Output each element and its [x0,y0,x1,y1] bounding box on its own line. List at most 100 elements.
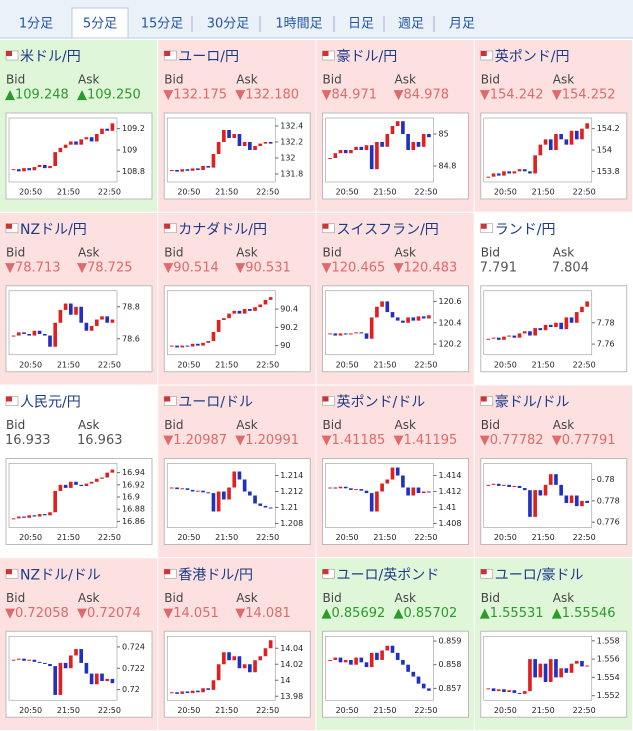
tab[interactable]: 15分足 [141,17,184,32]
pair-title[interactable]: 米ドル/円 [20,49,81,65]
candle [486,338,491,340]
candle [42,662,47,664]
ask-label: Ask [78,73,99,87]
candle [543,139,548,145]
candle [585,500,589,503]
pair-title[interactable]: 豪ドル/円 [337,49,398,65]
pair-title[interactable]: スイスフラン/円 [337,222,439,238]
candle [554,659,558,678]
candle [253,495,257,504]
pair-title[interactable]: ユーロ/ドル [178,395,253,411]
candle [105,128,110,131]
ask-value: ▼1.20991 [235,433,299,448]
y-tick-label: 16.88 [122,505,145,514]
pair-title[interactable]: NZドル/ドル [20,567,101,583]
y-tick-label: 0.78 [597,475,615,484]
candle [564,139,569,145]
x-tick-label: 22:50 [414,360,437,369]
candle [201,342,205,346]
x-tick-label: 20:50 [177,188,200,197]
bid-value: ▼0.72058 [5,606,69,621]
candle [538,144,543,156]
candle [190,343,195,347]
y-tick-label: 0.776 [597,518,620,527]
candle [58,309,63,323]
candle [248,491,252,496]
candle [507,690,511,693]
tab[interactable]: 1分足 [19,17,53,32]
candle [84,322,89,331]
x-tick-label: 22:50 [256,706,279,715]
candle [216,320,221,332]
candle [380,142,384,147]
ask-value: ▼132.180 [235,88,299,103]
bid-label: Bid [164,418,183,432]
plot-area [166,635,276,701]
candle [496,483,501,486]
ask-value: ▼90.531 [235,260,291,275]
candle [328,659,332,661]
bid-value: ▼154.242 [480,88,544,103]
candle [421,316,426,319]
x-tick-label: 22:50 [414,706,437,715]
candle [354,489,358,491]
candle [105,316,110,323]
candle [354,332,358,334]
candle [554,474,558,485]
pair-title[interactable]: 豪ドル/ドル [495,395,570,411]
pair-title[interactable]: ランド/円 [495,222,556,238]
candle [512,485,517,487]
tab[interactable]: 日足 [348,17,374,32]
candle [110,123,115,131]
candle [343,486,348,489]
tab[interactable]: 週足 [398,17,424,32]
pair-title[interactable]: ユーロ/豪ドル [495,567,584,583]
flag-icon-mark [480,51,487,56]
x-tick-label: 21:50 [215,706,238,715]
candle [227,130,231,138]
bid-label: Bid [323,73,342,87]
candle [242,142,247,146]
candle [411,487,416,496]
bid-value: ▼1.20987 [163,433,227,448]
candle [554,322,558,328]
ask-label: Ask [236,418,257,432]
x-tick-label: 20:50 [177,706,200,715]
pair-title[interactable]: NZドル/円 [20,222,87,238]
pair-title[interactable]: 人民元/円 [20,395,81,411]
y-tick-label: 132.4 [280,122,303,131]
pair-title[interactable]: ユーロ/英ポンド [337,566,440,583]
tab[interactable]: 月足 [449,17,475,32]
ask-value: ▼120.483 [394,260,458,275]
pair-title[interactable]: 英ポンド/ドル [337,394,426,411]
candle [48,512,52,516]
pair-title[interactable]: 香港ドル/円 [178,567,253,583]
ask-value: ▼14.081 [235,606,291,621]
candle [507,335,511,337]
candle [11,335,16,337]
x-tick-label: 20:50 [494,188,517,197]
candle [369,652,374,668]
tab[interactable]: 5分足 [83,17,117,32]
ask-label: Ask [78,591,99,605]
pair-title[interactable]: 英ポンド/円 [495,48,570,65]
tab[interactable]: 30分足 [207,17,250,32]
ask-value: ▼78.725 [77,260,133,275]
ask-value: ▼0.72074 [77,606,141,621]
candle [385,645,390,651]
candle [349,659,353,665]
tab[interactable]: 1時間足 [275,17,322,32]
candle [548,139,553,150]
pair-title[interactable]: カナダドル/円 [178,222,267,238]
candle [227,487,231,500]
candle [375,142,379,170]
candle [175,692,179,694]
x-tick-label: 22:50 [98,533,121,542]
ask-value: ▲109.250 [77,88,141,103]
bid-label: Bid [164,73,183,87]
pair-title[interactable]: ユーロ/円 [178,49,239,65]
x-tick-label: 20:50 [19,533,42,542]
candle [48,166,52,169]
candle [263,142,268,144]
candle [359,657,364,663]
